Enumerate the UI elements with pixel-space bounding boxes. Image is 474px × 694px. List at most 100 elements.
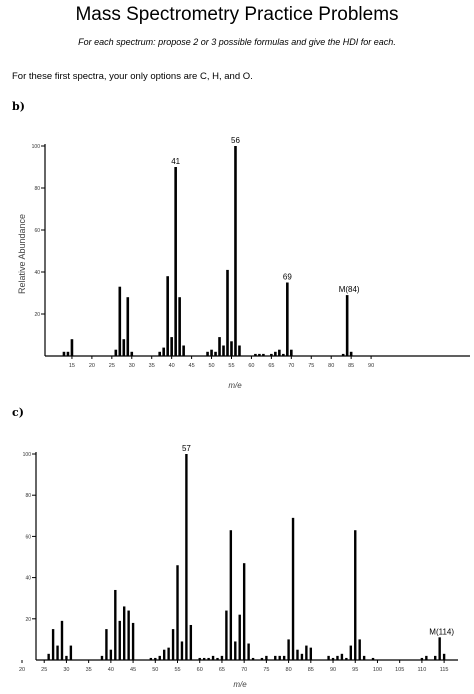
spectrum-peak-bar bbox=[305, 645, 308, 660]
spectrum-peak-bar bbox=[425, 655, 428, 660]
spectrum-peak-bar bbox=[62, 351, 66, 356]
spectrum-peak-bar bbox=[66, 351, 70, 356]
peak-label: M(84) bbox=[339, 285, 360, 294]
spectrum-peak-bar bbox=[189, 624, 193, 660]
spectrum-peak-bar bbox=[126, 297, 130, 356]
spectrum-peak-bar bbox=[182, 345, 185, 356]
spectrum-peak-bar bbox=[211, 655, 215, 660]
spectrum-peak-bar bbox=[100, 655, 104, 660]
spectrum-peak-bar bbox=[251, 657, 255, 660]
spectrum-peak-bar bbox=[287, 639, 290, 660]
x-tick-label: 90 bbox=[368, 363, 374, 369]
spectrum-peak-bar bbox=[234, 641, 237, 660]
spectrum-peak-bar bbox=[210, 349, 213, 356]
x-tick-label: 25 bbox=[41, 667, 47, 673]
y-tick-label: 20 bbox=[34, 312, 40, 318]
x-tick-label: 75 bbox=[263, 667, 269, 673]
spectrum-peak-bar bbox=[341, 353, 345, 356]
spectrum-peak-bar bbox=[226, 269, 229, 356]
spectrum-peak-bar bbox=[274, 655, 277, 660]
panel-label-c: c) bbox=[12, 406, 24, 419]
y-tick-label: 60 bbox=[25, 534, 31, 540]
spectrum-peak-bar bbox=[122, 339, 126, 356]
spectrum-peak-bar bbox=[229, 530, 233, 660]
x-tick-label: 50 bbox=[152, 667, 158, 673]
spectrum-peak-bar bbox=[60, 620, 64, 660]
spectrum-peak-bar bbox=[162, 347, 165, 356]
x-tick-label: 75 bbox=[308, 363, 314, 369]
spectrum-peak-bar bbox=[238, 614, 241, 660]
spectrum-peak-bar bbox=[345, 657, 348, 660]
spectrum-peak-bar bbox=[230, 341, 233, 356]
peak-label: 41 bbox=[171, 157, 180, 166]
x-tick-label: 65 bbox=[219, 667, 225, 673]
x-tick-label: 95 bbox=[352, 667, 358, 673]
spectrum-peak-bar bbox=[118, 286, 122, 356]
spectrum-peak-bar bbox=[174, 167, 177, 356]
instructions-subtitle: For each spectrum: propose 2 or 3 possib… bbox=[78, 37, 396, 47]
spectrum-peak-bar bbox=[238, 345, 241, 356]
spectrum-peak-bar bbox=[331, 657, 335, 660]
spectrum-peak-bar bbox=[176, 565, 179, 660]
spectrum-peak-bar bbox=[166, 276, 169, 356]
spectrum-peak-bar bbox=[69, 645, 73, 660]
x-tick-label: 30 bbox=[129, 363, 135, 369]
x-tick-label: 65 bbox=[268, 363, 274, 369]
spectrum-peak-bar bbox=[442, 653, 446, 660]
x-tick-label: 105 bbox=[395, 667, 404, 673]
x-tick-label: 15 bbox=[69, 363, 75, 369]
spectrum-peak-bar bbox=[438, 637, 441, 660]
spectrum-peak-bar bbox=[170, 337, 173, 356]
x-tick-label: 70 bbox=[241, 667, 247, 673]
spectrum-peak-bar bbox=[420, 657, 424, 660]
spectrum-peak-bar bbox=[178, 297, 181, 356]
spectrum-peak-bar bbox=[207, 657, 210, 660]
y-tick-label: 20 bbox=[25, 617, 31, 623]
x-tick-label: 45 bbox=[130, 667, 136, 673]
spectrum-peak-bar bbox=[109, 649, 113, 660]
spectrum-peak-bar bbox=[114, 349, 118, 356]
spectrum-peak-bar bbox=[258, 353, 261, 356]
spectrum-peak-bar bbox=[127, 610, 130, 660]
peak-label: 69 bbox=[283, 273, 292, 282]
spectrum-peak-bar bbox=[154, 657, 157, 660]
spectrum-peak-bar bbox=[327, 655, 330, 660]
spectrum-peak-bar bbox=[206, 351, 209, 356]
x-tick-label: 60 bbox=[197, 667, 203, 673]
x-tick-label: 25 bbox=[109, 363, 115, 369]
spectrum-peak-bar bbox=[354, 530, 357, 660]
spectrum-peak-bar bbox=[349, 351, 353, 356]
x-tick-label: 100 bbox=[373, 667, 382, 673]
x-tick-label: 110 bbox=[418, 667, 427, 673]
x-tick-label: 45 bbox=[189, 363, 195, 369]
spectrum-peak-bar bbox=[270, 353, 273, 356]
y-tick-label: 100 bbox=[23, 452, 32, 458]
spectrum-peak-bar bbox=[336, 655, 339, 660]
x-tick-label: 40 bbox=[169, 363, 175, 369]
spectrum-peak-bar bbox=[65, 655, 68, 660]
spectrum-peak-bar bbox=[202, 657, 206, 660]
spectrum-peak-bar bbox=[282, 353, 285, 356]
spectrum-peak-bar bbox=[158, 655, 161, 660]
spectrum-peak-bar bbox=[214, 351, 217, 356]
x-tick-label: 55 bbox=[174, 667, 180, 673]
spectrum-peak-bar bbox=[371, 657, 375, 660]
spectrum-peak-bar bbox=[296, 649, 299, 660]
spectrum-peak-bar bbox=[349, 645, 353, 660]
spectrum-peak-bar bbox=[171, 629, 175, 660]
x-axis-label: m/e bbox=[228, 381, 242, 390]
y-tick-label: 40 bbox=[25, 576, 31, 582]
spectrum-peak-bar bbox=[282, 655, 286, 660]
spectrum-peak-bar bbox=[225, 610, 228, 660]
x-tick-label: 90 bbox=[330, 667, 336, 673]
spectrum-peak-bar bbox=[254, 353, 257, 356]
x-tick-label: 20 bbox=[89, 363, 95, 369]
spectrum-peak-bar bbox=[260, 657, 264, 660]
spectrum-peak-bar bbox=[345, 295, 349, 356]
spectrum-peak-bar bbox=[434, 655, 437, 660]
spectrum-peak-bar bbox=[278, 655, 281, 660]
spectrum-peak-bar bbox=[274, 351, 277, 356]
x-tick-label: 85 bbox=[348, 363, 354, 369]
spectrum-peak-bar bbox=[198, 657, 201, 660]
y-tick-label: 80 bbox=[34, 186, 40, 192]
